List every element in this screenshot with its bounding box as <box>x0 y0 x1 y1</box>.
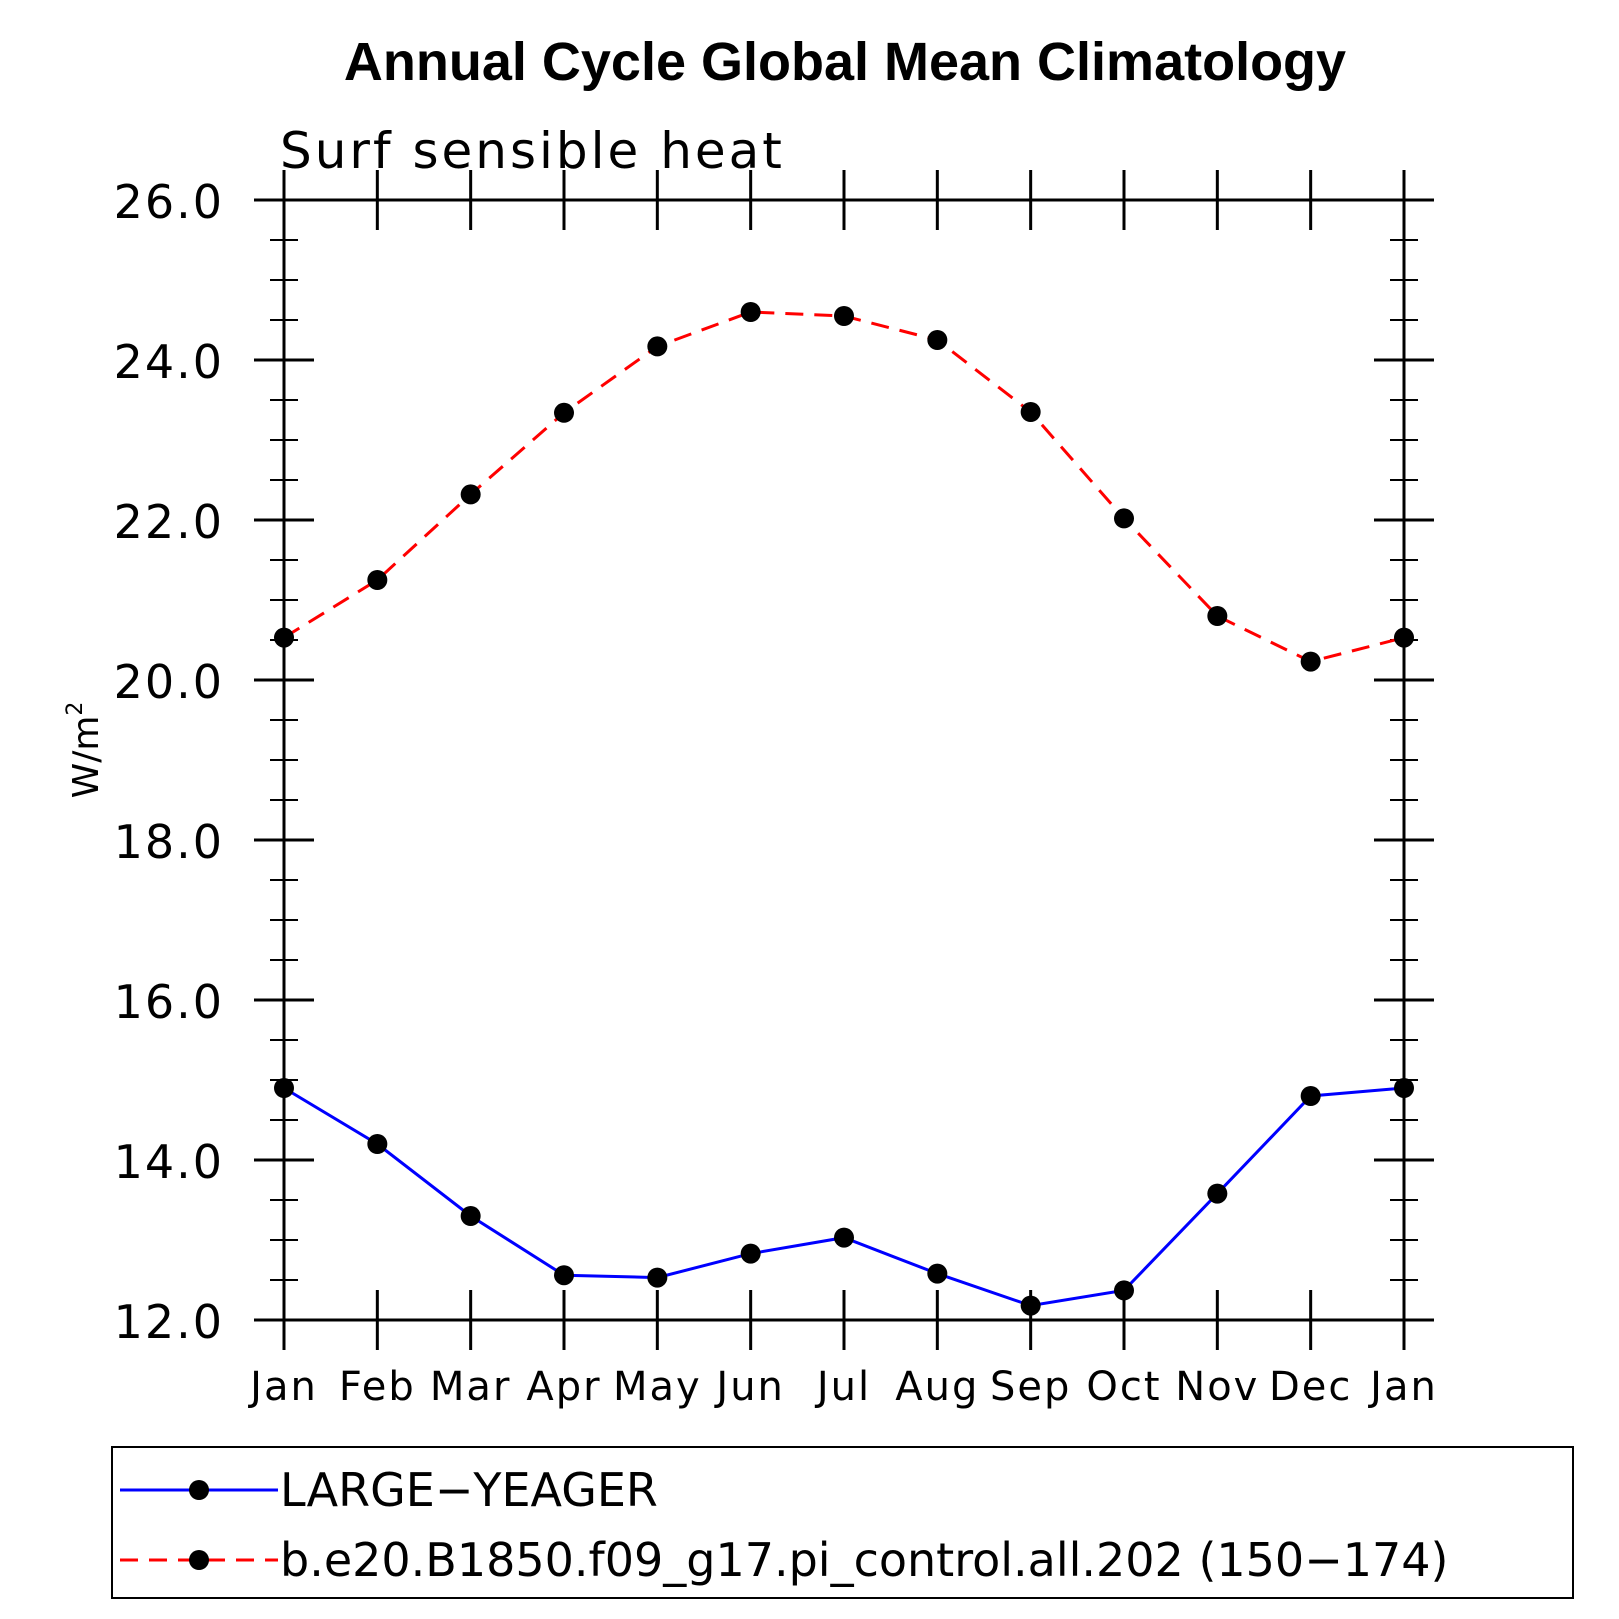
legend-label-control: b.e20.B1850.f09_g17.pi_control.all.202 (… <box>280 1533 1449 1587</box>
series-0-point <box>554 1265 574 1286</box>
x-tick-label: Apr <box>526 1364 601 1410</box>
x-tick-label: Feb <box>339 1364 416 1410</box>
legend-marker-control <box>189 1550 209 1570</box>
data-series <box>274 302 1414 1316</box>
legend-box <box>111 1446 1574 1599</box>
y-tick-label: 16.0 <box>114 975 224 1029</box>
series-0-point <box>834 1227 854 1248</box>
series-1-point <box>927 330 948 350</box>
y-tick-label: 18.0 <box>114 815 224 869</box>
y-axis-label-text: W/m <box>66 716 107 799</box>
series-0-point <box>927 1263 948 1284</box>
series-0-point <box>647 1267 668 1288</box>
series-0-point <box>740 1243 761 1264</box>
x-tick-label: Jun <box>713 1364 785 1410</box>
x-tick-label: Jan <box>247 1364 318 1410</box>
y-tick-label: 20.0 <box>114 655 224 709</box>
series-1-point <box>1300 651 1321 672</box>
x-tick-labels: Jan Feb Mar Apr May Jun Jul Aug Sep Oct Nov Dec Jan <box>247 1364 1438 1410</box>
y-tick-labels: 12.0 14.0 16.0 18.0 20.0 22.0 24.0 26.0 <box>114 175 224 1349</box>
series-1-point <box>460 484 481 505</box>
chart-subtitle: Surf sensible heat <box>280 122 785 180</box>
series-1-point <box>1114 508 1134 529</box>
x-tick-label: Aug <box>895 1364 979 1410</box>
y-axis-label: W/m2 <box>63 702 107 799</box>
x-tick-label: Jul <box>814 1364 871 1410</box>
x-tick-label: Sep <box>990 1364 1071 1410</box>
series-1-point <box>647 336 668 357</box>
y-axis-label-superscript: 2 <box>63 702 88 716</box>
series-1-point <box>834 306 854 326</box>
x-tick-label: Nov <box>1175 1364 1259 1410</box>
chart-title: Annual Cycle Global Mean Climatology <box>344 32 1346 92</box>
series-1-point <box>1207 606 1228 626</box>
series-0-point <box>1300 1086 1321 1106</box>
y-tick-label: 12.0 <box>114 1295 224 1349</box>
y-tick-label: 26.0 <box>114 175 224 229</box>
y-tick-label: 24.0 <box>114 335 224 389</box>
y-tick-label: 22.0 <box>114 495 224 549</box>
series-1-point <box>740 302 761 322</box>
series-0-point <box>1207 1183 1228 1204</box>
x-tick-label: Dec <box>1269 1364 1352 1410</box>
series-0-point <box>1020 1295 1041 1316</box>
legend-marker-large-yeager <box>189 1480 209 1500</box>
x-tick-label: May <box>613 1364 702 1410</box>
x-tick-label: Oct <box>1086 1364 1161 1410</box>
x-tick-label: Mar <box>430 1364 511 1410</box>
legend-label-large-yeager: LARGE−YEAGER <box>280 1463 658 1517</box>
series-0-point <box>460 1206 481 1226</box>
plot-frame <box>282 198 1406 1322</box>
series-0-point <box>367 1134 388 1154</box>
legend: LARGE−YEAGER b.e20.B1850.f09_g17.pi_cont… <box>111 1446 1574 1599</box>
series-1-point <box>367 570 388 590</box>
series-1-point <box>1020 402 1041 422</box>
svg-text:W/m2: W/m2 <box>63 702 107 799</box>
series-1-point <box>554 402 574 423</box>
y-tick-label: 14.0 <box>114 1135 224 1189</box>
x-tick-label: Jan <box>1367 1364 1438 1410</box>
series-0-point <box>1114 1280 1134 1301</box>
